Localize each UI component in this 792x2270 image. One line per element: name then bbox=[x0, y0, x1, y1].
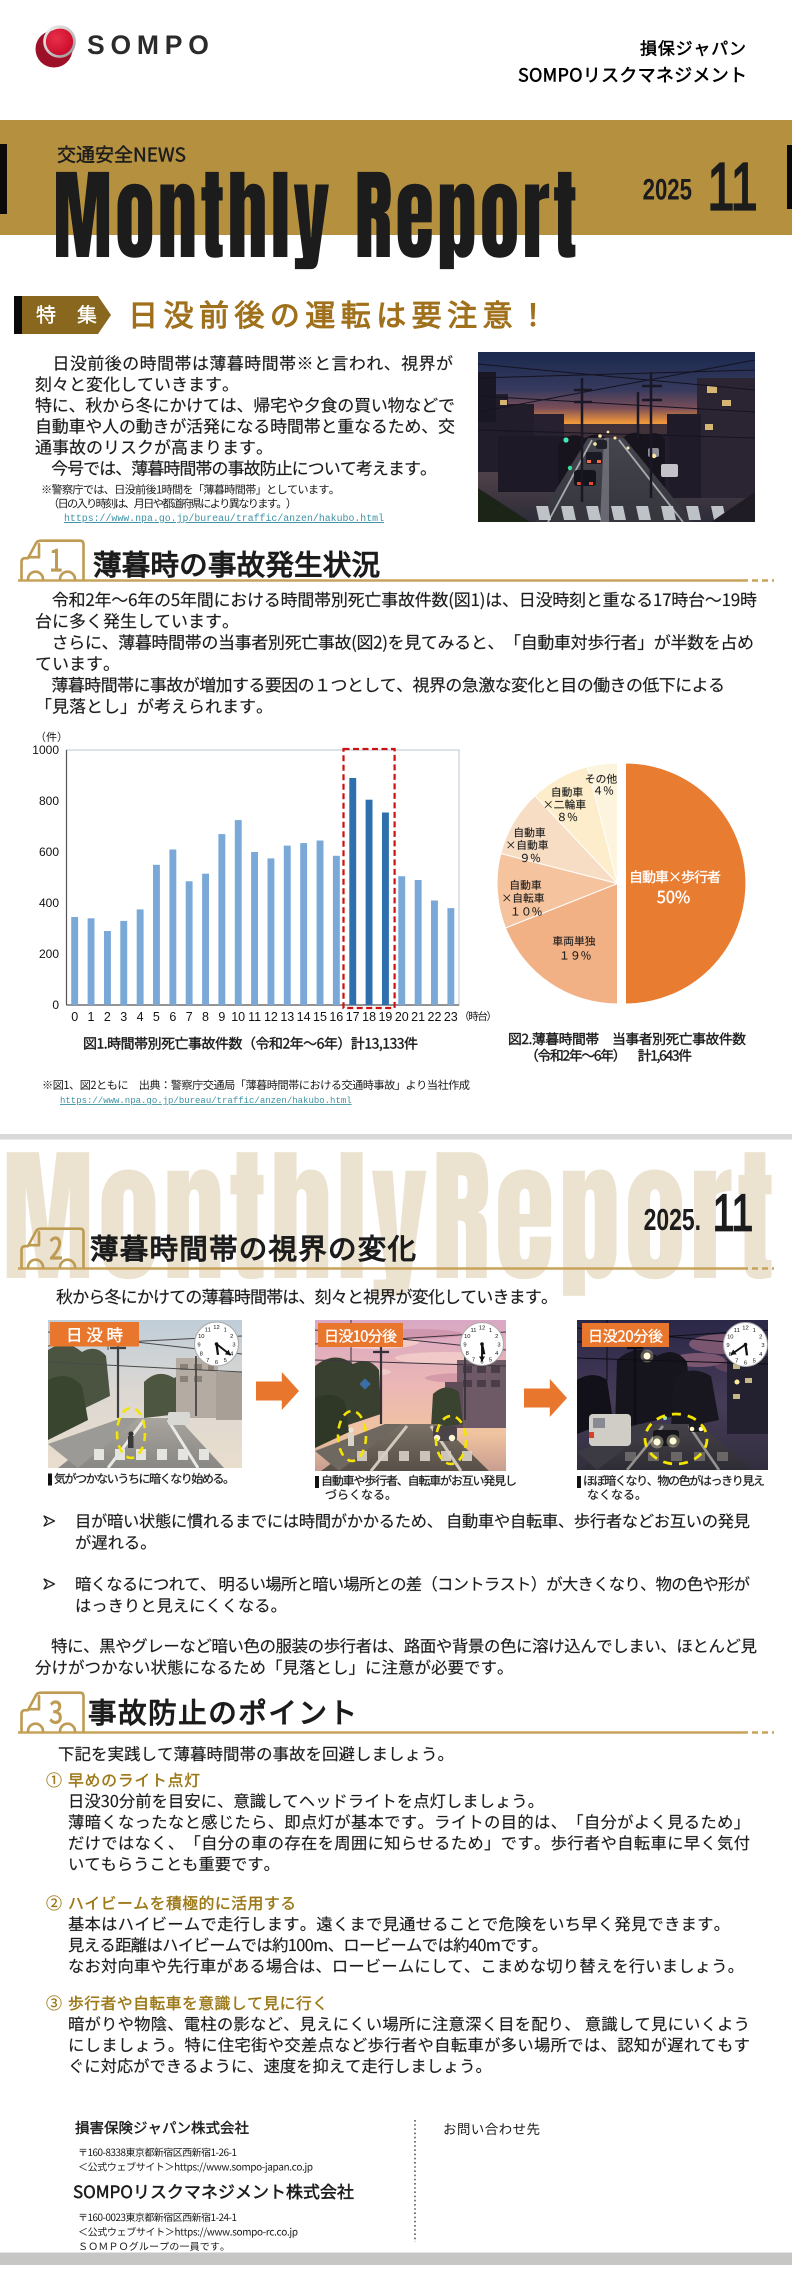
svg-text:400: 400 bbox=[39, 896, 59, 910]
svg-text:8: 8 bbox=[729, 1352, 732, 1358]
svg-text:6: 6 bbox=[480, 1360, 483, 1366]
svg-text:9: 9 bbox=[463, 1343, 466, 1349]
svg-text:2: 2 bbox=[104, 1010, 111, 1024]
svg-text:0: 0 bbox=[52, 998, 59, 1012]
svg-text:10: 10 bbox=[198, 1334, 204, 1340]
svg-text:11: 11 bbox=[713, 1183, 753, 1242]
svg-text:5: 5 bbox=[753, 1358, 756, 1364]
svg-text:4: 4 bbox=[495, 1351, 499, 1357]
svg-text:0: 0 bbox=[71, 1010, 78, 1024]
svg-text:3: 3 bbox=[761, 1343, 764, 1349]
svg-text:4: 4 bbox=[759, 1352, 763, 1358]
svg-text:18: 18 bbox=[362, 1010, 376, 1024]
svg-text:7: 7 bbox=[206, 1358, 209, 1364]
svg-text:17: 17 bbox=[346, 1010, 360, 1024]
svg-text:2025.: 2025. bbox=[644, 1202, 701, 1237]
svg-text:600: 600 bbox=[39, 845, 59, 859]
svg-text:3: 3 bbox=[232, 1343, 235, 1349]
svg-text:1: 1 bbox=[753, 1328, 756, 1334]
svg-text:12: 12 bbox=[742, 1326, 748, 1332]
svg-text:https://www.npa.go.jp/bureau/t: https://www.npa.go.jp/bureau/traffic/anz… bbox=[60, 1096, 352, 1106]
svg-text:2: 2 bbox=[759, 1334, 762, 1340]
svg-text:4: 4 bbox=[230, 1351, 234, 1357]
svg-text:3: 3 bbox=[120, 1010, 127, 1024]
svg-text:1: 1 bbox=[224, 1327, 227, 1333]
svg-text:19: 19 bbox=[378, 1010, 392, 1024]
svg-text:7: 7 bbox=[472, 1357, 475, 1363]
svg-text:https://www.npa.go.jp/bureau/t: https://www.npa.go.jp/bureau/traffic/anz… bbox=[64, 513, 384, 524]
svg-text:13: 13 bbox=[280, 1010, 294, 1024]
svg-text:11: 11 bbox=[470, 1328, 476, 1334]
svg-text:8: 8 bbox=[200, 1351, 203, 1357]
svg-text:8: 8 bbox=[202, 1010, 209, 1024]
svg-text:5: 5 bbox=[489, 1357, 492, 1363]
svg-text:11: 11 bbox=[734, 1328, 740, 1334]
svg-text:15: 15 bbox=[313, 1010, 327, 1024]
svg-text:2025: 2025 bbox=[643, 172, 692, 206]
svg-text:SOMPO: SOMPO bbox=[87, 30, 215, 60]
svg-text:10: 10 bbox=[464, 1334, 470, 1340]
svg-text:8: 8 bbox=[466, 1351, 469, 1357]
svg-text:1: 1 bbox=[88, 1010, 95, 1024]
svg-text:1000: 1000 bbox=[32, 743, 59, 757]
svg-text:2: 2 bbox=[495, 1334, 498, 1340]
svg-text:9: 9 bbox=[726, 1343, 729, 1349]
svg-text:14: 14 bbox=[297, 1010, 311, 1024]
svg-text:12: 12 bbox=[479, 1326, 485, 1332]
svg-text:6: 6 bbox=[215, 1360, 218, 1366]
svg-text:12: 12 bbox=[213, 1325, 219, 1331]
svg-text:20: 20 bbox=[395, 1010, 409, 1024]
svg-text:7: 7 bbox=[735, 1358, 738, 1364]
svg-text:9: 9 bbox=[197, 1343, 200, 1349]
svg-text:12: 12 bbox=[264, 1010, 278, 1024]
svg-text:23: 23 bbox=[444, 1010, 458, 1024]
svg-text:6: 6 bbox=[169, 1010, 176, 1024]
svg-text:5: 5 bbox=[153, 1010, 160, 1024]
svg-text:22: 22 bbox=[428, 1010, 442, 1024]
svg-text:2: 2 bbox=[230, 1334, 233, 1340]
svg-text:10: 10 bbox=[231, 1010, 245, 1024]
svg-text:1: 1 bbox=[489, 1328, 492, 1334]
svg-text:21: 21 bbox=[411, 1010, 425, 1024]
svg-text:11: 11 bbox=[248, 1010, 261, 1024]
svg-text:200: 200 bbox=[39, 947, 59, 961]
svg-text:6: 6 bbox=[744, 1361, 747, 1367]
svg-text:800: 800 bbox=[39, 794, 59, 808]
svg-text:4: 4 bbox=[137, 1010, 144, 1024]
svg-text:11: 11 bbox=[205, 1327, 211, 1333]
svg-text:10: 10 bbox=[727, 1334, 733, 1340]
svg-text:5: 5 bbox=[224, 1358, 227, 1364]
svg-text:3: 3 bbox=[497, 1343, 500, 1349]
svg-text:11: 11 bbox=[707, 150, 757, 225]
svg-text:9: 9 bbox=[218, 1010, 225, 1024]
svg-text:7: 7 bbox=[186, 1010, 193, 1024]
svg-text:16: 16 bbox=[329, 1010, 343, 1024]
